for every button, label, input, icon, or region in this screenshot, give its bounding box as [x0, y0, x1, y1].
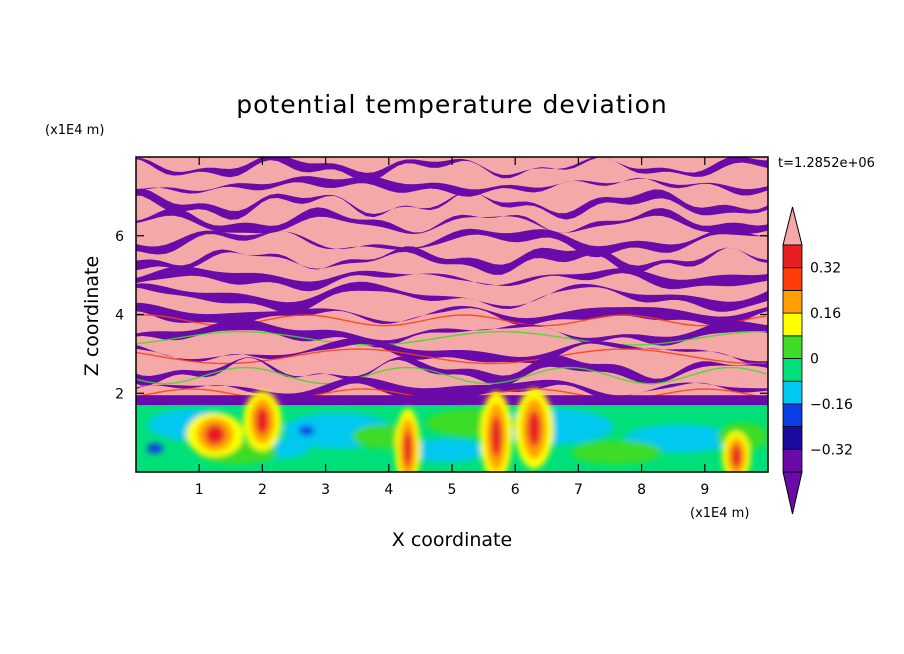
- red-plume: [527, 410, 541, 447]
- x-tick-label: 3: [321, 482, 330, 498]
- colorbar-swatch: [782, 426, 803, 450]
- colorbar-swatch: [782, 380, 803, 405]
- red-plume: [731, 445, 742, 468]
- colorbar-swatch: [782, 289, 803, 314]
- purple-band: [136, 281, 768, 314]
- chart-title: potential temperature deviation: [236, 90, 667, 119]
- colorbar-swatch: [782, 335, 803, 359]
- y-axis-title: Z coordinate: [81, 256, 103, 376]
- colorbar: 0.32 0.16 0 −0.16 −0.32: [782, 206, 853, 515]
- y-tick-label: 2: [115, 386, 124, 402]
- band-fringe: [136, 331, 766, 346]
- red-plume: [403, 430, 413, 467]
- plot-area: 1 2 3 4 5 6 7 8 9 2 4 6: [115, 156, 769, 498]
- red-plume: [205, 424, 225, 445]
- blue-core: [298, 425, 315, 436]
- colorbar-swatch: [782, 448, 803, 473]
- x-tick-label: 4: [384, 482, 393, 498]
- band-fringe: [136, 348, 767, 365]
- band-fringe: [136, 366, 767, 385]
- purple-band: [136, 176, 768, 197]
- colorbar-swatch: [782, 267, 803, 291]
- colorbar-swatch: [782, 403, 803, 427]
- colorbar-extend-max: [782, 206, 803, 246]
- red-plume: [490, 416, 502, 457]
- purple-band: [136, 228, 768, 258]
- time-label: t=1.2852e+06: [778, 156, 875, 171]
- purple-band: [136, 266, 768, 292]
- colorbar-label: −0.32: [810, 442, 853, 458]
- temperature-field: [136, 157, 768, 472]
- colorbar-label: 0.32: [810, 261, 841, 277]
- red-plume: [255, 407, 269, 435]
- y-axis: 2 4 6: [115, 229, 768, 402]
- purple-band: [136, 302, 768, 327]
- colorbar-label: 0.16: [810, 306, 841, 322]
- x-tick-label: 6: [511, 482, 520, 498]
- purple-band: [136, 207, 768, 235]
- x-tick-label: 5: [448, 482, 457, 498]
- colorbar-extend-min: [782, 471, 803, 515]
- cyan-patch: [405, 438, 486, 463]
- y-tick-label: 6: [115, 229, 124, 245]
- x-axis-title: X coordinate: [392, 529, 512, 551]
- x-tick-label: 9: [700, 482, 709, 498]
- x-tick-label: 8: [637, 482, 646, 498]
- x-tick-label: 2: [258, 482, 267, 498]
- purple-band: [136, 246, 768, 275]
- x-tick-label: 7: [574, 482, 583, 498]
- purple-band: [136, 157, 768, 183]
- purple-band: [136, 338, 768, 366]
- colorbar-swatch: [782, 358, 803, 382]
- colorbar-swatch: [782, 244, 803, 269]
- green-patch: [571, 440, 662, 465]
- colorbar-label: −0.16: [810, 397, 853, 413]
- inversion-layer: [136, 395, 768, 406]
- x-unit-label: (x1E4 m): [690, 506, 749, 521]
- purple-band: [136, 355, 768, 386]
- y-tick-label: 4: [115, 308, 124, 324]
- boundary-eddies: [146, 388, 768, 472]
- x-axis: 1 2 3 4 5 6 7 8 9: [195, 157, 709, 498]
- purple-band: [136, 377, 768, 399]
- blue-core: [146, 443, 163, 454]
- x-tick-label: 1: [195, 482, 204, 498]
- colorbar-label: 0: [810, 352, 819, 368]
- colorbar-swatch: [782, 312, 803, 337]
- y-unit-label: (x1E4 m): [45, 123, 104, 138]
